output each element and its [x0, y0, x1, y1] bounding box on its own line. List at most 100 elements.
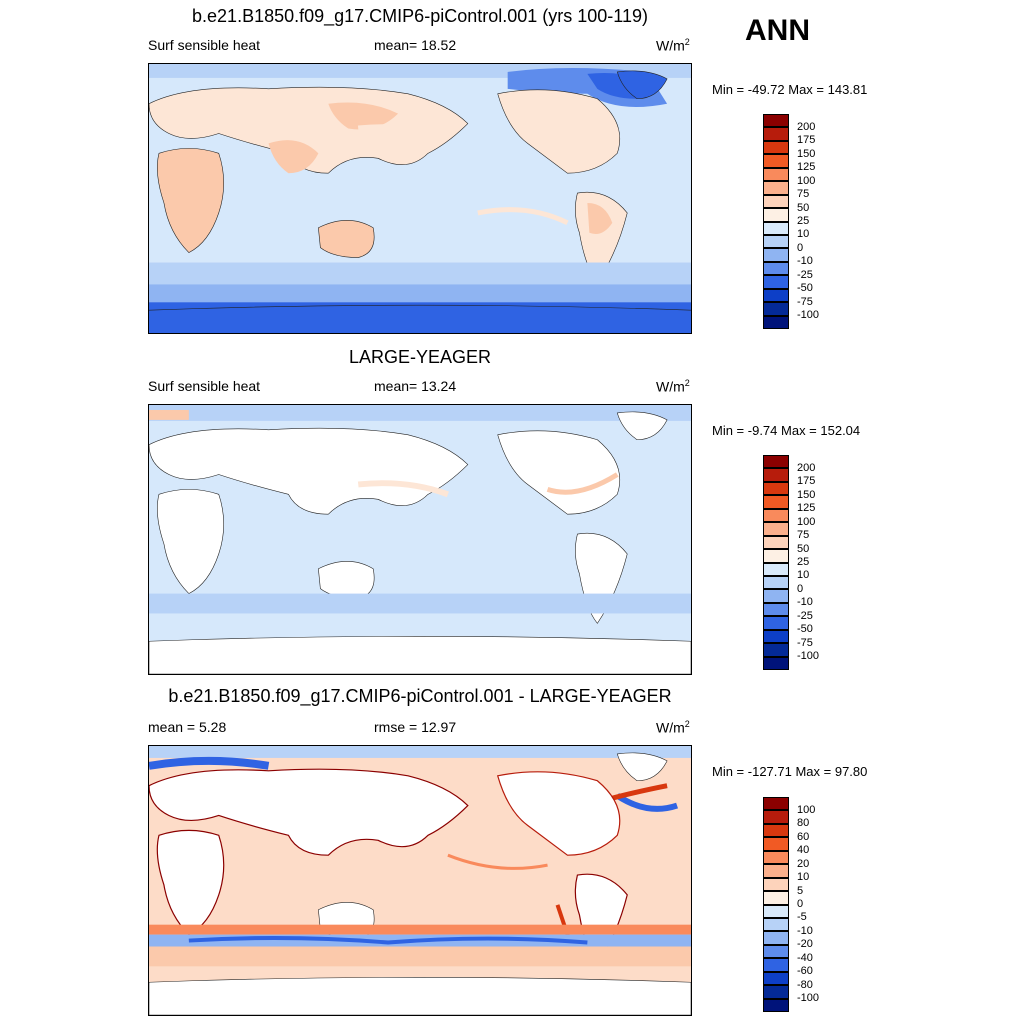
colorbar-level-label: 125	[797, 161, 816, 174]
panel-1-map-svg	[149, 64, 691, 333]
colorbar-swatch	[763, 522, 789, 536]
colorbar-swatch	[763, 643, 789, 657]
colorbar-swatch	[763, 944, 789, 959]
panel-1-title: b.e21.B1850.f09_g17.CMIP6-piControl.001 …	[192, 6, 648, 26]
colorbar-swatch	[763, 127, 789, 141]
colorbar-swatch	[763, 562, 789, 576]
colorbar-level-label: -100	[797, 309, 820, 322]
colorbar-level-label: 100	[797, 515, 816, 528]
colorbar-swatch	[763, 616, 789, 630]
panel-3-minmax: Min = -127.71 Max = 97.80	[712, 764, 868, 779]
panel-2-minmax: Min = -9.74 Max = 152.04	[712, 423, 861, 438]
colorbar-swatch	[763, 167, 789, 182]
colorbar-level-label: -75	[797, 636, 813, 649]
colorbar-swatch	[763, 656, 789, 670]
colorbar-swatch	[763, 154, 789, 168]
colorbar-level-label: -60	[797, 965, 813, 978]
colorbar-swatch	[763, 810, 789, 824]
panel-2-variable-label: Surf sensible heat	[148, 378, 261, 394]
colorbar-swatch	[763, 864, 789, 878]
colorbar-swatch	[763, 535, 789, 550]
colorbar-swatch	[763, 455, 789, 469]
colorbar-swatch	[763, 508, 789, 523]
panel-1-colorbar	[763, 114, 789, 329]
colorbar-swatch	[763, 602, 789, 617]
colorbar-swatch	[763, 114, 789, 128]
colorbar-level-label: -100	[797, 992, 820, 1005]
colorbar-level-label: -80	[797, 978, 813, 991]
colorbar-level-label: 10	[797, 569, 810, 582]
colorbar-swatch	[763, 797, 789, 811]
colorbar-swatch	[763, 261, 789, 276]
panel-3-map-svg	[149, 746, 691, 1015]
panel-1-units: W/m2	[656, 37, 690, 54]
colorbar-swatch	[763, 850, 789, 865]
colorbar-level-label: 5	[797, 884, 804, 897]
colorbar-level-label: 0	[797, 898, 804, 910]
colorbar-level-label: -50	[797, 282, 813, 295]
colorbar-level-label: 10	[797, 228, 810, 241]
panel-2-colorbar	[763, 455, 789, 670]
colorbar-swatch	[763, 140, 789, 155]
colorbar-swatch	[763, 481, 789, 496]
colorbar-level-label: 75	[797, 188, 810, 201]
colorbar-swatch	[763, 837, 789, 851]
colorbar-level-label: -25	[797, 268, 813, 281]
colorbar-level-label: -20	[797, 938, 813, 951]
colorbar-level-label: 100	[797, 803, 816, 816]
colorbar-swatch	[763, 248, 789, 262]
panel-2-title: LARGE-YEAGER	[348, 347, 492, 367]
colorbar-swatch	[763, 931, 789, 945]
colorbar-level-label: 25	[797, 556, 810, 568]
colorbar-level-label: -50	[797, 623, 813, 636]
colorbar-level-label: 80	[797, 817, 810, 830]
panel-1-minmax: Min = -49.72 Max = 143.81	[712, 82, 868, 97]
colorbar-swatch	[763, 877, 789, 892]
colorbar-swatch	[763, 315, 789, 329]
colorbar-swatch	[763, 181, 789, 195]
colorbar-level-label: -5	[797, 911, 807, 924]
colorbar-swatch	[763, 575, 789, 590]
colorbar-swatch	[763, 891, 789, 905]
panel-2-mean-label: mean= 13.24	[374, 378, 457, 394]
colorbar-level-label: 75	[797, 529, 810, 542]
panel-2-units: W/m2	[656, 378, 690, 395]
colorbar-swatch	[763, 549, 789, 563]
colorbar-level-label: 0	[797, 241, 804, 254]
colorbar-level-label: -40	[797, 951, 813, 964]
colorbar-level-label: 50	[797, 542, 810, 555]
colorbar-level-label: -10	[797, 255, 813, 268]
panel-3-units: W/m2	[656, 719, 690, 736]
panel-3-title: b.e21.B1850.f09_g17.CMIP6-piControl.001 …	[168, 686, 672, 706]
colorbar-level-label: 175	[797, 134, 816, 147]
colorbar-level-label: -10	[797, 596, 813, 609]
colorbar-level-label: 40	[797, 844, 810, 857]
colorbar-level-label: 125	[797, 502, 816, 515]
colorbar-level-label: 175	[797, 475, 816, 488]
colorbar-swatch	[763, 468, 789, 482]
colorbar-swatch	[763, 302, 789, 316]
colorbar-level-label: 10	[797, 871, 810, 884]
colorbar-level-label: 100	[797, 174, 816, 187]
colorbar-swatch	[763, 288, 789, 303]
colorbar-swatch	[763, 221, 789, 235]
colorbar-swatch	[763, 589, 789, 603]
colorbar-swatch	[763, 985, 789, 999]
colorbar-swatch	[763, 958, 789, 972]
colorbar-swatch	[763, 275, 789, 289]
colorbar-swatch	[763, 208, 789, 222]
colorbar-level-label: -10	[797, 924, 813, 937]
colorbar-swatch	[763, 904, 789, 918]
colorbar-swatch	[763, 629, 789, 644]
colorbar-level-label: 150	[797, 147, 816, 160]
panel-3-map	[148, 745, 692, 1016]
panel-1-map	[148, 63, 692, 334]
colorbar-level-label: -25	[797, 609, 813, 622]
panel-3-colorbar	[763, 797, 789, 1012]
colorbar-swatch	[763, 234, 789, 249]
colorbar-level-label: -100	[797, 650, 820, 663]
panel-1-variable-label: Surf sensible heat	[148, 37, 261, 53]
colorbar-swatch	[763, 971, 789, 986]
colorbar-level-label: 150	[797, 488, 816, 501]
colorbar-swatch	[763, 917, 789, 932]
